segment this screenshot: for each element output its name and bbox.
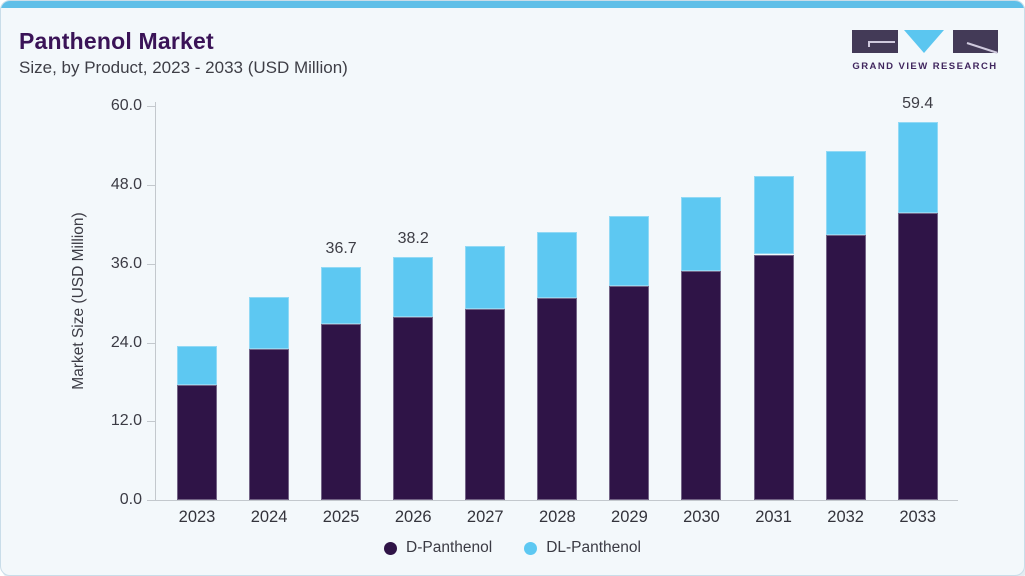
legend-item-dl-panthenol: DL-Panthenol [524,539,641,557]
bar-segment-dl-panthenol-2033 [897,122,938,214]
logo-r-block-icon [953,30,998,54]
x-tick-label-2027: 2027 [466,508,504,526]
x-tick-label-2028: 2028 [538,508,576,526]
bar-segment-d-panthenol-2027 [465,308,506,500]
x-tick-label-2024: 2024 [250,508,288,526]
x-tick-label-2025: 2025 [322,508,360,526]
y-tick-mark [147,421,156,423]
y-tick-label: 12.0 [110,412,142,430]
y-tick-mark [147,106,156,108]
y-tick-mark [147,342,156,344]
bar-segment-d-panthenol-2026 [393,316,434,500]
accent-top-bar [1,1,1024,8]
bar-value-label-2026: 38.2 [397,230,429,248]
x-tick-label-2029: 2029 [611,508,648,526]
x-axis-line [155,500,958,501]
bar-value-label-2033: 59.4 [902,95,934,113]
y-tick-label: 36.0 [110,254,142,272]
bar-segment-dl-panthenol-2031 [753,175,794,255]
y-tick-label: 60.0 [110,97,142,115]
chart-legend: D-Panthenol DL-Panthenol [1,539,1024,557]
x-tick-label-2030: 2030 [683,508,720,526]
y-tick-mark [147,500,156,501]
x-tick-label-2031: 2031 [755,508,792,526]
bar-segment-d-panthenol-2031 [753,254,794,500]
bar-segment-dl-panthenol-2029 [609,215,650,286]
legend-label: DL-Panthenol [546,539,641,556]
logo-wordmark: GRAND VIEW RESEARCH [852,61,998,72]
gvr-logo-icon [852,30,998,54]
bar-segment-dl-panthenol-2026 [393,257,434,317]
bar-segment-dl-panthenol-2028 [537,231,578,298]
bar-segment-dl-panthenol-2023 [177,346,217,385]
bar-segment-dl-panthenol-2025 [321,266,362,325]
y-tick-label: 48.0 [110,176,142,194]
bar-segment-dl-panthenol-2027 [465,245,506,309]
bar-segment-d-panthenol-2028 [537,297,578,500]
bar-segment-dl-panthenol-2030 [681,197,722,272]
chart-title: Panthenol Market [19,28,214,54]
bar-segment-d-panthenol-2032 [825,234,866,500]
bar-segment-d-panthenol-2029 [609,285,650,500]
x-tick-label-2026: 2026 [394,508,432,526]
bar-segment-d-panthenol-2033 [897,213,938,500]
bar-segment-dl-panthenol-2024 [249,297,290,349]
x-tick-label-2023: 2023 [178,508,216,526]
grand-view-research-logo: GRAND VIEW RESEARCH [852,30,998,72]
legend-label: D-Panthenol [406,539,493,556]
bar-value-label-2025: 36.7 [325,239,357,257]
legend-marker-icon [384,541,398,555]
bar-segment-d-panthenol-2030 [681,271,722,500]
chart-subtitle: Size, by Product, 2023 - 2033 (USD Milli… [19,58,348,77]
logo-g-block-icon [852,30,898,53]
bar-segment-d-panthenol-2023 [177,384,217,500]
y-tick-label: 24.0 [110,333,142,351]
y-tick-label: 0.0 [119,491,142,508]
x-tick-label-2033: 2033 [899,508,937,526]
bar-segment-d-panthenol-2024 [249,348,290,500]
legend-marker-icon [524,541,538,555]
x-tick-label-2032: 2032 [827,508,864,526]
y-tick-mark [147,263,156,265]
bar-segment-dl-panthenol-2032 [825,151,866,235]
legend-item-d-panthenol: D-Panthenol [384,539,492,557]
y-tick-mark [147,185,156,187]
y-axis-title: Market Size (USD Million) [70,212,87,390]
logo-v-triangle-icon [904,30,944,53]
bar-segment-d-panthenol-2025 [321,324,362,500]
y-axis-line [155,102,156,500]
